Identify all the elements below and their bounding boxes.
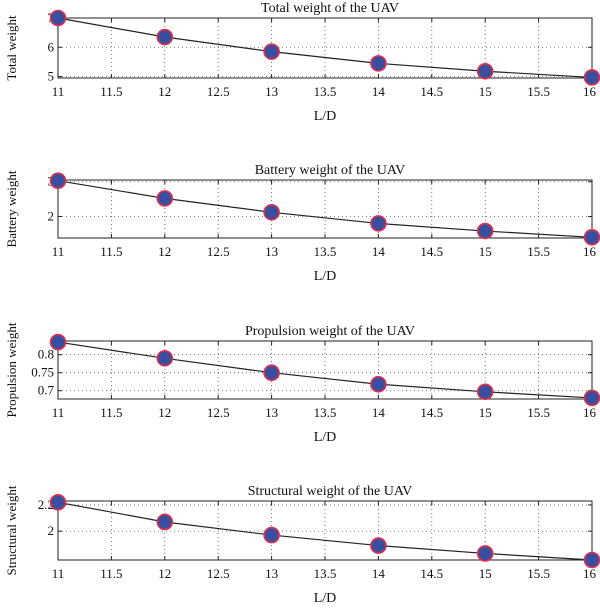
x-tick-label: 12.5 (207, 84, 230, 99)
series-line (57, 341, 593, 399)
x-tick-label: 11.5 (100, 405, 122, 420)
x-tick-label: 11 (52, 566, 65, 581)
series-line (57, 17, 593, 79)
x-tick-label: 12 (158, 566, 171, 581)
data-point (263, 43, 280, 60)
x-axis-label: L/D (314, 269, 337, 284)
x-tick-label: 11.5 (100, 566, 122, 581)
x-axis-label: L/D (314, 109, 337, 124)
x-tick-label: 15 (479, 566, 492, 581)
data-point (263, 526, 280, 544)
data-point (583, 229, 600, 246)
x-tick-label: 13.5 (314, 566, 337, 581)
data-point (156, 349, 174, 367)
x-tick-label: 12.5 (207, 405, 230, 420)
data-point (583, 551, 600, 569)
chart-panel-4: 11 11.5 12 12.5 13 13.5 14 14.5 15 15.5 1622.2Stru… (4, 484, 600, 606)
x-tick-label: 12.5 (207, 566, 230, 581)
y-axis-label: Battery weight (4, 170, 19, 247)
data-point (370, 375, 387, 393)
x-axis-label: L/D (314, 430, 337, 445)
y-tick-label: 6 (48, 39, 55, 54)
x-tick-label: 14.5 (420, 84, 443, 99)
x-tick-label: 12 (158, 84, 171, 99)
x-tick-label: 13 (265, 405, 278, 420)
axes-box (57, 17, 593, 79)
x-tick-label: 16 (583, 84, 597, 99)
data-point (476, 62, 494, 80)
data-point (156, 190, 174, 207)
data-point (49, 9, 67, 27)
data-point (263, 203, 280, 221)
y-tick-label: 0.7 (38, 383, 55, 398)
chart-panel-3: 11 11.5 12 12.5 13 13.5 14 14.5 15 15.5 16 0.7 0.75 0… (4, 322, 600, 445)
x-tick-label: 11.5 (100, 244, 122, 259)
y-axis-label: Propulsion weight (4, 322, 19, 417)
x-tick-label: 11.5 (100, 84, 122, 99)
x-tick-label: 15.5 (527, 566, 550, 581)
x-tick-label: 11 (52, 244, 65, 259)
chart-title: Structural weight of the UAV (248, 484, 413, 499)
data-point (263, 364, 280, 382)
data-point (49, 494, 67, 511)
x-tick-label: 16 (583, 244, 597, 259)
y-tick-label: 0.8 (38, 347, 54, 362)
data-point (370, 55, 387, 72)
data-point (49, 172, 67, 189)
x-tick-label: 13 (265, 566, 278, 581)
x-tick-label: 11 (52, 405, 65, 420)
chart-title: Propulsion weight of the UAV (245, 324, 415, 339)
data-point (370, 537, 387, 554)
x-tick-label: 15.5 (527, 84, 550, 99)
y-tick-label: 2 (48, 523, 55, 538)
series-line (57, 501, 593, 561)
x-axis-label: L/D (314, 591, 337, 606)
data-point (583, 389, 600, 407)
x-tick-label: 14 (372, 84, 386, 99)
x-tick-label: 15 (479, 244, 492, 259)
x-tick-label: 16 (583, 566, 597, 581)
x-tick-label: 11 (52, 84, 65, 99)
data-point (370, 215, 387, 232)
data-point (476, 222, 494, 240)
data-point (476, 383, 494, 401)
x-tick-label: 13.5 (314, 244, 337, 259)
x-tick-label: 12 (158, 244, 171, 259)
x-tick-label: 15 (479, 405, 492, 420)
x-tick-label: 14.5 (420, 405, 443, 420)
chart-title: Battery weight of the UAV (255, 163, 406, 178)
x-tick-label: 14.5 (420, 244, 443, 259)
x-tick-label: 12.5 (207, 244, 230, 259)
x-tick-label: 13 (265, 244, 278, 259)
data-point (156, 513, 174, 531)
x-tick-label: 14.5 (420, 566, 443, 581)
x-tick-label: 15.5 (527, 405, 550, 420)
chart-panel-2: 1111.51212.51313.51414.51515.51623Batter… (4, 163, 600, 284)
x-tick-label: 14 (372, 405, 386, 420)
data-point (156, 28, 174, 46)
x-tick-label: 14 (372, 244, 386, 259)
x-tick-label: 14 (372, 566, 386, 581)
y-axis-label: Structural weight (4, 485, 19, 575)
chart-title: Total weight of the UAV (261, 1, 399, 16)
chart-panel-1: 1111.51212.51313.51414.51515.516567Total… (4, 1, 600, 124)
x-tick-label: 13 (265, 84, 278, 99)
data-point (583, 69, 600, 86)
x-tick-label: 16 (583, 405, 597, 420)
series-line (57, 180, 593, 238)
data-point (49, 333, 67, 351)
data-point (476, 545, 494, 562)
x-tick-label: 15 (479, 84, 492, 99)
y-axis-label: Total weight (4, 15, 19, 81)
x-tick-label: 13.5 (314, 84, 337, 99)
y-tick-label: 0.75 (31, 365, 54, 380)
y-tick-label: 5 (48, 69, 55, 84)
y-tick-label: 2 (48, 208, 55, 223)
x-tick-label: 15.5 (527, 244, 550, 259)
x-tick-label: 12 (158, 405, 171, 420)
x-tick-label: 13.5 (314, 405, 337, 420)
